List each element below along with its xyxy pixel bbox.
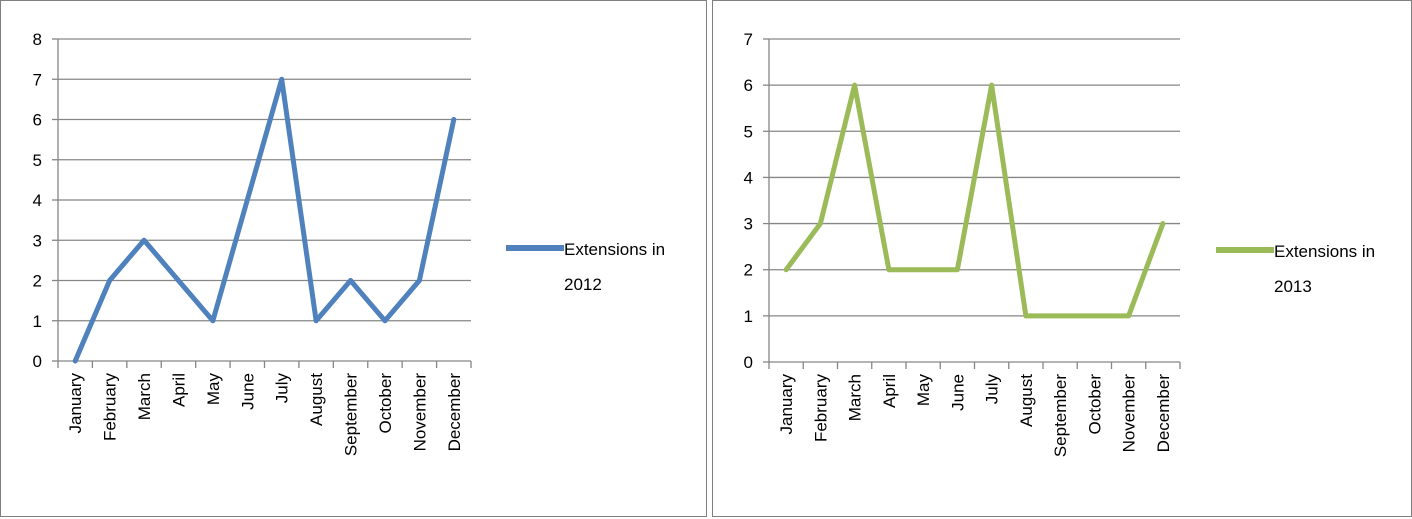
x-tick-label-october: October — [376, 373, 395, 434]
x-tick-label-july: July — [983, 374, 1002, 405]
data-point-november — [416, 278, 422, 283]
data-point-april — [176, 278, 181, 283]
data-point-august — [313, 318, 319, 324]
x-tick-label-july: July — [273, 373, 292, 404]
x-tick-label-march: March — [135, 373, 154, 420]
data-point-october — [382, 318, 388, 324]
data-point-june — [954, 267, 960, 273]
x-tick-label-february: February — [101, 373, 120, 442]
x-tick-label-december: December — [445, 373, 464, 452]
legend-label-line-1: Extensions in — [564, 240, 665, 259]
data-point-february — [107, 278, 113, 283]
data-point-june — [244, 197, 250, 203]
x-tick-label-may: May — [204, 373, 223, 406]
data-point-may — [210, 318, 216, 324]
y-tick-label: 8 — [33, 30, 42, 49]
y-tick-label: 1 — [33, 312, 42, 331]
line-chart-2012: 0 1 2 3 4 5 6 7 8 January February March April May Jun… — [33, 30, 666, 456]
data-point-february — [817, 221, 823, 226]
y-tick-label: 4 — [744, 168, 753, 187]
y-tick-label: 7 — [744, 30, 753, 49]
x-tick-label-december: December — [1154, 374, 1173, 453]
y-tick-label: 7 — [33, 70, 42, 89]
y-tick-label: 4 — [33, 191, 42, 210]
y-tick-label: 1 — [744, 307, 753, 326]
x-tick-label-january: January — [777, 374, 796, 435]
x-tick-label-september: September — [342, 373, 361, 456]
data-point-may — [920, 267, 926, 273]
data-point-october — [1091, 313, 1097, 319]
data-point-april — [886, 267, 892, 273]
data-point-september — [348, 278, 353, 283]
data-point-december — [1160, 221, 1166, 226]
data-point-december — [451, 117, 457, 122]
data-point-september — [1057, 313, 1063, 319]
x-tick-label-january: January — [66, 373, 85, 434]
x-tick-label-august: August — [307, 373, 326, 426]
data-point-january — [783, 267, 789, 273]
y-tick-label: 2 — [33, 272, 42, 291]
line-chart-2013: 0 1 2 3 4 5 6 7 January February March April May June… — [744, 30, 1376, 457]
y-tick-label: 2 — [744, 261, 753, 280]
data-point-november — [1126, 313, 1132, 319]
data-point-march — [141, 237, 147, 243]
y-tick-label: 6 — [744, 76, 753, 95]
y-tick-label: 0 — [744, 353, 753, 372]
series-line-2013 — [783, 82, 1166, 319]
y-tick-label: 6 — [33, 111, 42, 130]
x-tick-label-june: June — [238, 373, 257, 410]
data-point-january — [72, 358, 78, 364]
x-tick-label-august: August — [1017, 374, 1036, 427]
x-tick-label-march: March — [846, 374, 865, 421]
legend-label-line-2: 2012 — [564, 275, 602, 294]
legend-label-line-1: Extensions in — [1274, 242, 1375, 261]
data-point-march — [852, 82, 858, 88]
series-line-2012 — [72, 76, 457, 364]
y-tick-label: 3 — [744, 215, 753, 234]
data-point-july — [989, 82, 995, 88]
x-tick-label-april: April — [880, 374, 899, 408]
x-tick-label-june: June — [948, 374, 967, 411]
x-tick-label-february: February — [811, 374, 830, 443]
y-tick-label: 3 — [33, 231, 42, 250]
x-tick-label-october: October — [1085, 374, 1104, 435]
x-tick-label-november: November — [410, 373, 429, 452]
x-tick-label-september: September — [1051, 374, 1070, 457]
y-tick-label: 5 — [744, 122, 753, 141]
data-point-august — [1023, 313, 1029, 319]
y-tick-label: 0 — [33, 352, 42, 371]
data-point-july — [279, 76, 285, 82]
x-tick-label-november: November — [1120, 374, 1139, 453]
chart-panel-2013: 0 1 2 3 4 5 6 7 January February March April May June… — [712, 0, 1412, 517]
legend-label-line-2: 2013 — [1274, 277, 1312, 296]
x-tick-label-may: May — [914, 374, 933, 407]
x-tick-label-april: April — [169, 373, 188, 407]
y-tick-label: 5 — [33, 151, 42, 170]
chart-panel-2012: 0 1 2 3 4 5 6 7 8 January February March April May Jun… — [0, 0, 707, 517]
